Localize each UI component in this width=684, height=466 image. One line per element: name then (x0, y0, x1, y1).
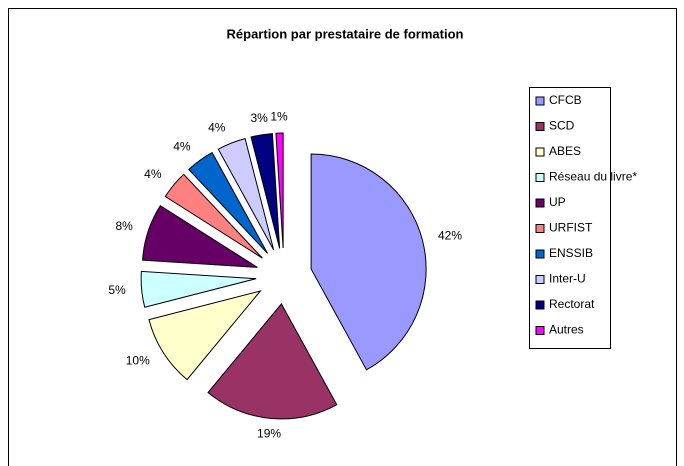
pie-slice (250, 133, 281, 249)
pie-slice (310, 153, 427, 371)
legend-label: Réseau du livre* (549, 170, 637, 184)
legend-swatch (535, 249, 545, 259)
data-label: 8% (115, 219, 133, 233)
pie-slice (148, 290, 262, 381)
legend-swatch (535, 173, 545, 182)
data-label: 4% (208, 120, 226, 134)
pie-slice (142, 205, 258, 268)
legend-label: CFCB (549, 93, 582, 107)
data-label: 5% (108, 283, 126, 297)
data-label: 42% (438, 229, 462, 243)
data-label: 19% (257, 426, 281, 440)
chart-title: Répartion par prestataire de formation (227, 26, 464, 41)
legend-swatch (535, 198, 545, 208)
data-label: 1% (270, 109, 288, 123)
pie-slice (188, 151, 268, 254)
legend-label: SCD (549, 119, 575, 133)
legend-label: Autres (549, 323, 584, 337)
pie-slice (164, 173, 263, 259)
pie-slice (217, 137, 275, 251)
data-label: 3% (250, 111, 268, 125)
legend-swatch (535, 147, 545, 157)
legend-swatch (535, 326, 545, 335)
legend-label: Rectorat (549, 297, 595, 311)
legend-label: ENSSIB (549, 246, 593, 260)
legend-swatch (535, 122, 545, 131)
legend-swatch (535, 275, 545, 284)
legend-label: ABES (549, 144, 581, 158)
data-label: 4% (144, 167, 162, 181)
legend-label: Inter-U (549, 272, 586, 286)
pie-slice (275, 132, 284, 249)
pie-slice (140, 270, 257, 308)
data-label: 4% (173, 140, 191, 154)
legend-label: URFIST (549, 221, 593, 235)
data-label: 10% (126, 353, 150, 367)
legend-swatch (535, 300, 545, 310)
legend-label: UP (549, 195, 566, 209)
legend-swatch (535, 224, 545, 233)
pie-slice (207, 302, 338, 420)
legend-swatch (535, 96, 545, 106)
